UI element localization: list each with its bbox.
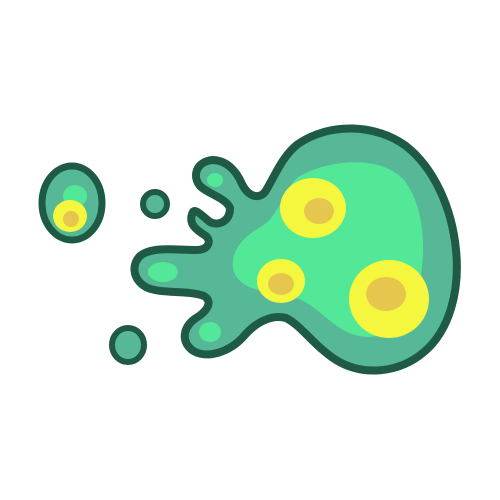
splat-droplets: [38, 162, 170, 365]
spot-small-inner: [268, 273, 294, 295]
spot-large-inner: [366, 277, 406, 311]
splat-arm-highlight-left: [148, 262, 178, 282]
droplet-left-spot-inner: [63, 211, 79, 227]
splat-arm-highlight-bottom: [199, 322, 221, 342]
spot-top-inner: [304, 198, 334, 224]
splat-arm-highlight-top: [207, 173, 223, 187]
splat-spots: [257, 178, 429, 338]
droplet-bottom: [109, 325, 147, 365]
splat-main-body: [130, 124, 461, 375]
droplet-small-top: [140, 189, 170, 219]
